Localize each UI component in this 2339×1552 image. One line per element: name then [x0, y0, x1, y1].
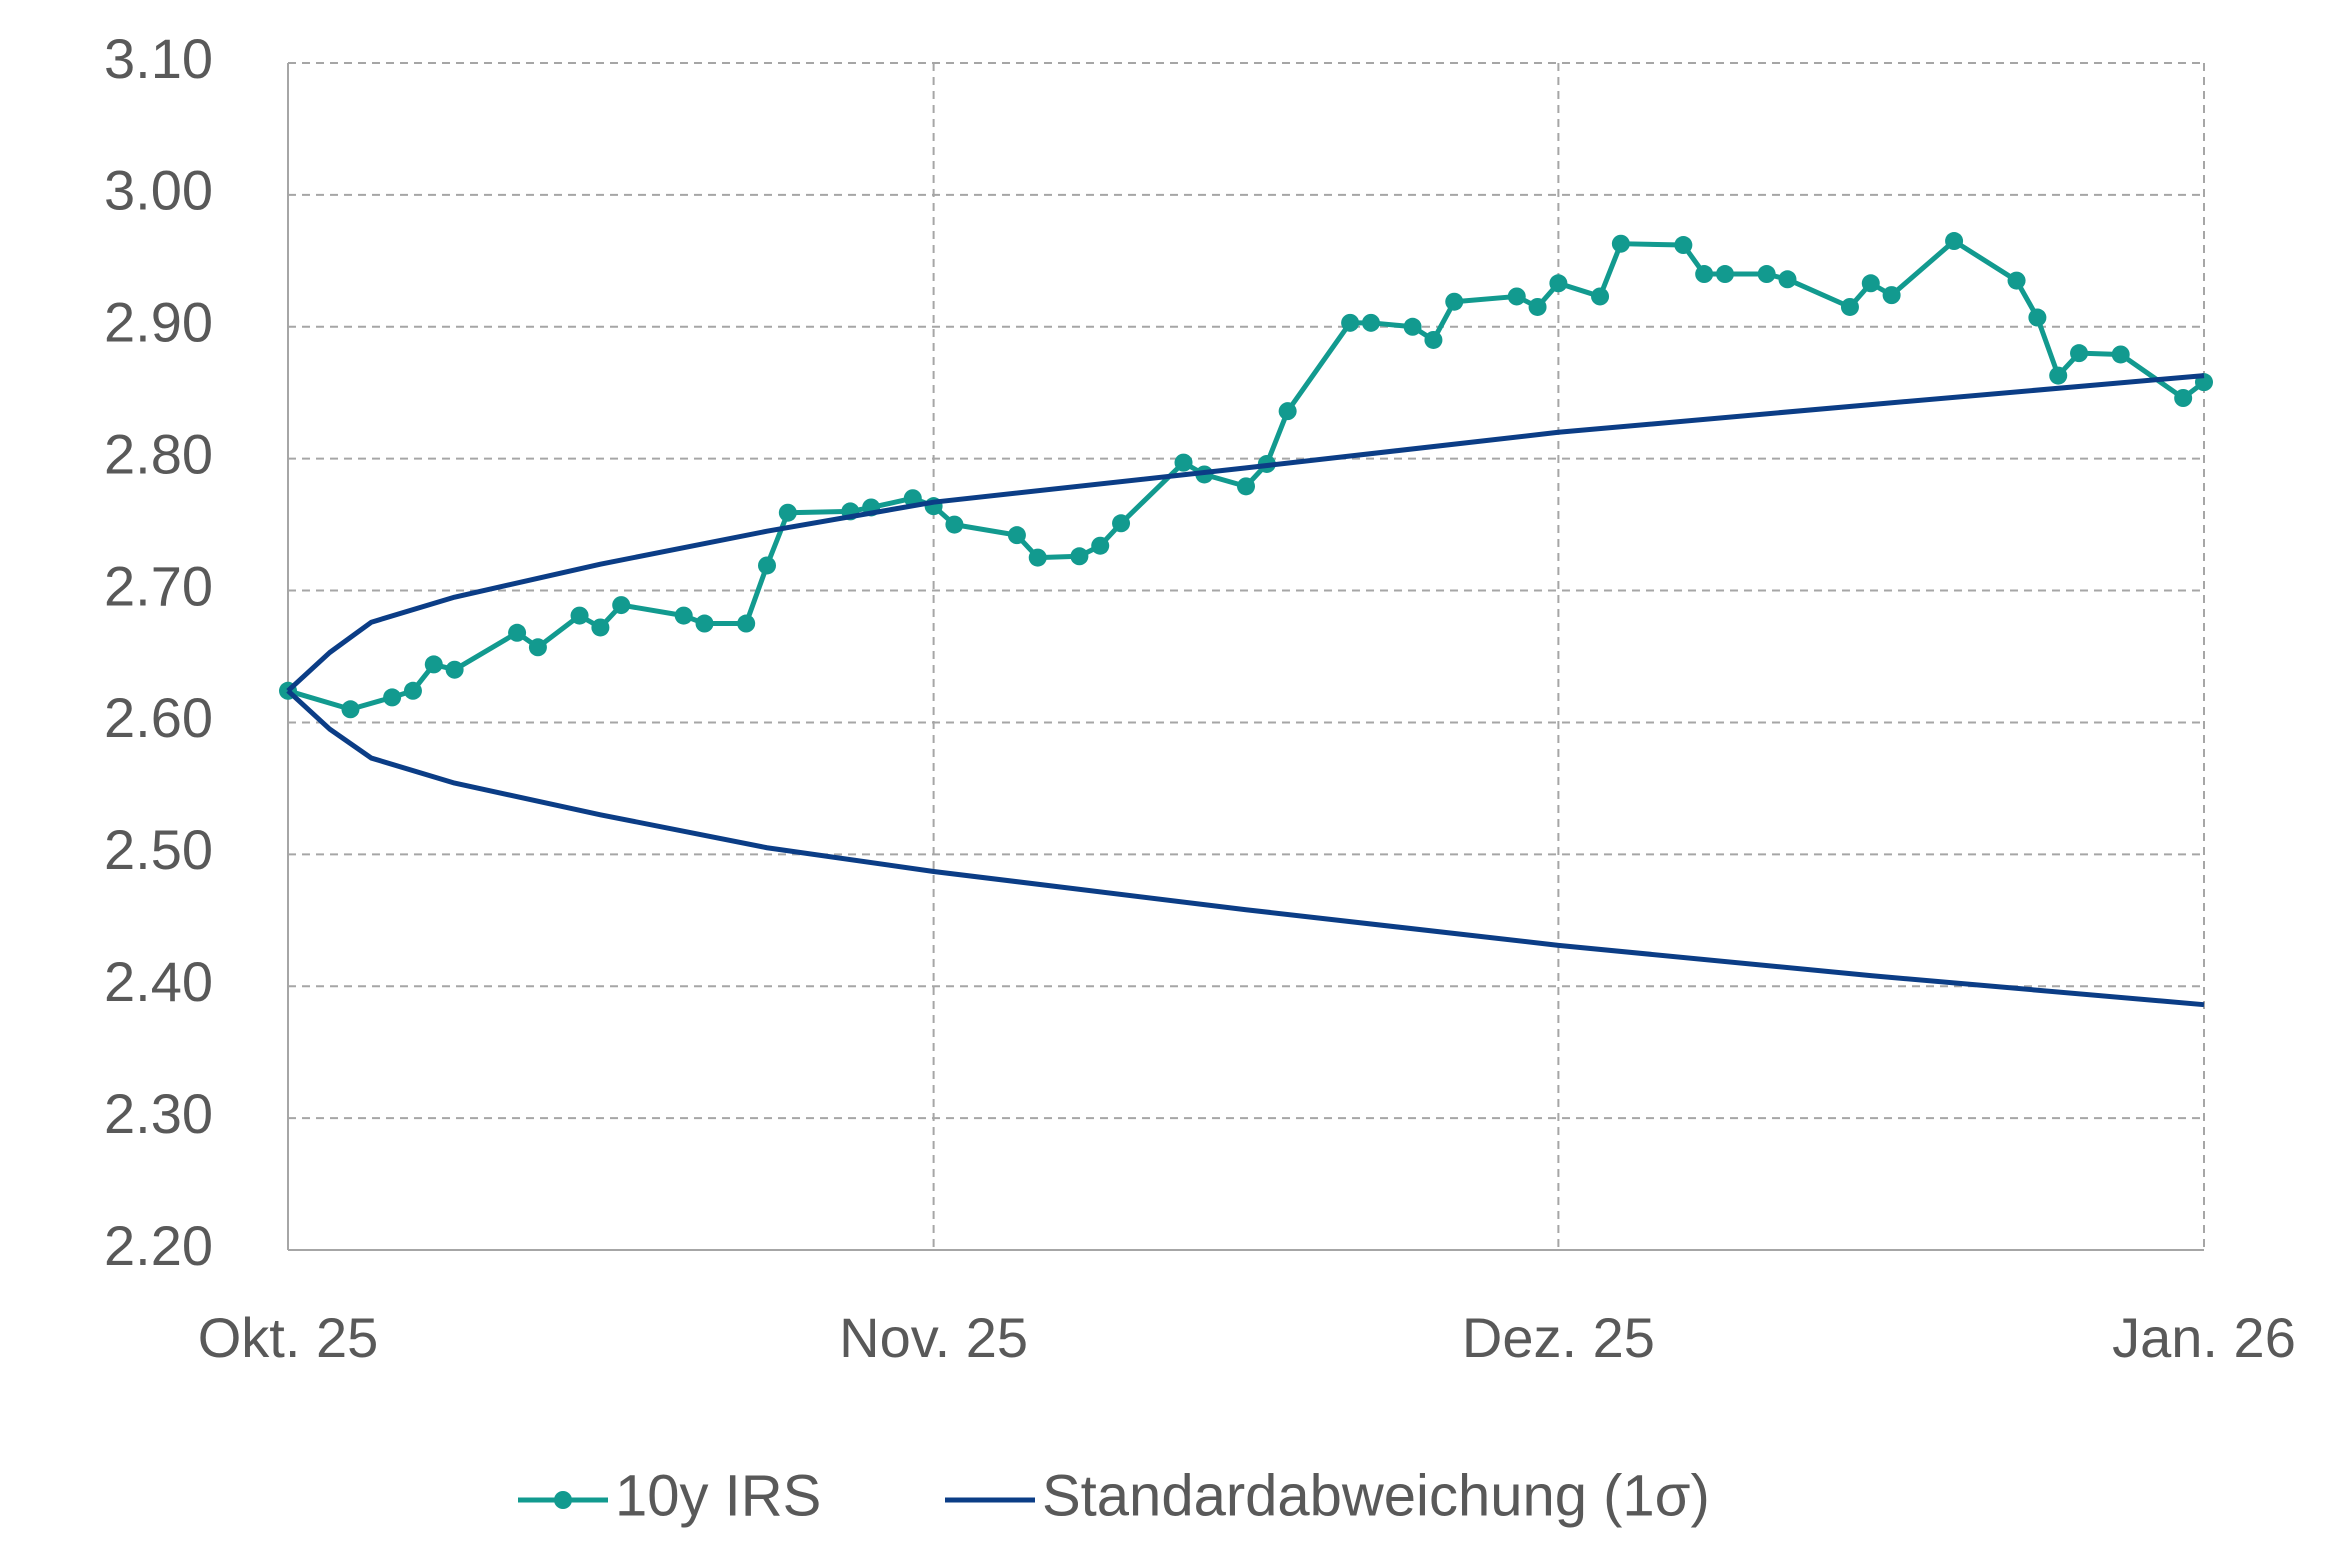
data-point	[1361, 313, 1380, 332]
y-tick-label: 2.80	[104, 422, 213, 485]
data-point	[1591, 287, 1610, 306]
data-point	[403, 681, 422, 700]
y-tick-label: 3.00	[104, 159, 213, 222]
data-point	[758, 556, 776, 575]
y-tick-label: 3.10	[104, 27, 213, 90]
data-point	[341, 700, 360, 719]
x-tick-label: Jan. 26	[2112, 1306, 2296, 1369]
data-point	[1403, 317, 1422, 336]
data-point	[1091, 536, 1110, 555]
band-lower	[286, 688, 2205, 1008]
y-tick-label: 2.70	[104, 554, 213, 617]
band-upper	[286, 373, 2205, 693]
data-point	[1528, 297, 1547, 316]
data-point	[778, 503, 797, 522]
data-point	[1945, 232, 1964, 251]
y-tick-label: 2.30	[104, 1082, 213, 1145]
data-point	[1028, 548, 1047, 567]
y-tick-label: 2.40	[104, 950, 213, 1013]
data-point	[1549, 274, 1568, 293]
data-point	[1507, 287, 1526, 306]
data-point	[2049, 366, 2068, 385]
data-point	[2111, 345, 2130, 364]
data-point	[695, 614, 714, 633]
data-point	[1840, 297, 1859, 316]
data-point	[1112, 514, 1131, 533]
data-point	[445, 660, 464, 679]
data-point	[1174, 453, 1193, 472]
data-point	[2028, 308, 2047, 327]
data-point	[1611, 234, 1630, 253]
data-point	[2070, 344, 2089, 363]
data-point	[1007, 526, 1026, 545]
data-point	[508, 623, 527, 642]
data-point	[1278, 402, 1297, 421]
data-point	[1445, 292, 1464, 311]
data-point	[424, 655, 443, 674]
series-line	[287, 238, 2206, 712]
data-point	[2007, 271, 2026, 290]
data-point	[1424, 330, 1443, 349]
y-tick-label: 2.20	[104, 1214, 213, 1277]
y-tick-label: 2.60	[104, 686, 213, 749]
data-point	[383, 688, 402, 707]
data-point	[945, 515, 964, 534]
data-point	[674, 606, 693, 625]
data-point	[1341, 313, 1360, 332]
data-point	[570, 606, 589, 625]
data-point	[1861, 274, 1880, 293]
data-point	[528, 638, 547, 657]
data-point	[737, 614, 756, 633]
data-point	[1778, 270, 1797, 289]
x-tick-label: Dez. 25	[1462, 1306, 1655, 1369]
legend-label: Standardabweichung (1σ)	[1042, 1463, 1710, 1528]
data-point	[1674, 236, 1693, 255]
data-point	[1757, 265, 1776, 284]
data-point	[2174, 388, 2193, 407]
data-point	[591, 618, 610, 637]
y-tick-label: 2.50	[104, 818, 213, 881]
data-point	[1695, 265, 1714, 284]
data-point	[1716, 265, 1734, 284]
data-point	[1070, 547, 1089, 566]
data-point	[1237, 477, 1255, 496]
x-tick-label: Nov. 25	[839, 1306, 1028, 1369]
y-tick-label: 2.90	[104, 291, 213, 354]
legend-marker	[554, 1491, 572, 1509]
data-point	[1882, 286, 1901, 305]
x-tick-label: Okt. 25	[198, 1306, 379, 1369]
data-point	[612, 596, 631, 615]
legend-label: 10y IRS	[615, 1463, 821, 1528]
